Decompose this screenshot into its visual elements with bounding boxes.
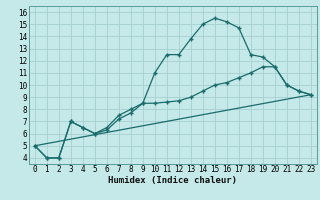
X-axis label: Humidex (Indice chaleur): Humidex (Indice chaleur)	[108, 176, 237, 185]
